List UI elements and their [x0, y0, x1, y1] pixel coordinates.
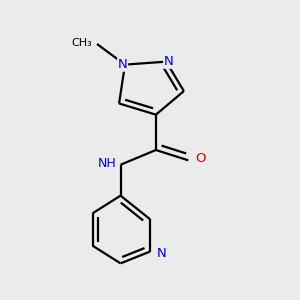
Text: O: O	[196, 152, 206, 165]
Text: N: N	[118, 58, 128, 71]
Text: N: N	[164, 55, 173, 68]
Text: N: N	[157, 247, 166, 260]
Text: CH₃: CH₃	[72, 38, 93, 47]
Text: NH: NH	[98, 157, 116, 170]
